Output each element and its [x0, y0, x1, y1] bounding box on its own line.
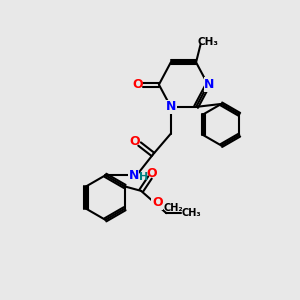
Text: N: N	[204, 78, 214, 91]
Text: N: N	[166, 100, 176, 113]
Text: N: N	[128, 169, 139, 182]
Text: CH₃: CH₃	[182, 208, 201, 218]
Text: H: H	[140, 172, 149, 182]
Text: O: O	[132, 78, 142, 91]
Text: CH₂: CH₂	[164, 203, 184, 213]
Text: CH₃: CH₃	[197, 37, 218, 46]
Text: O: O	[146, 167, 157, 180]
Text: O: O	[129, 135, 140, 148]
Text: O: O	[152, 196, 163, 209]
